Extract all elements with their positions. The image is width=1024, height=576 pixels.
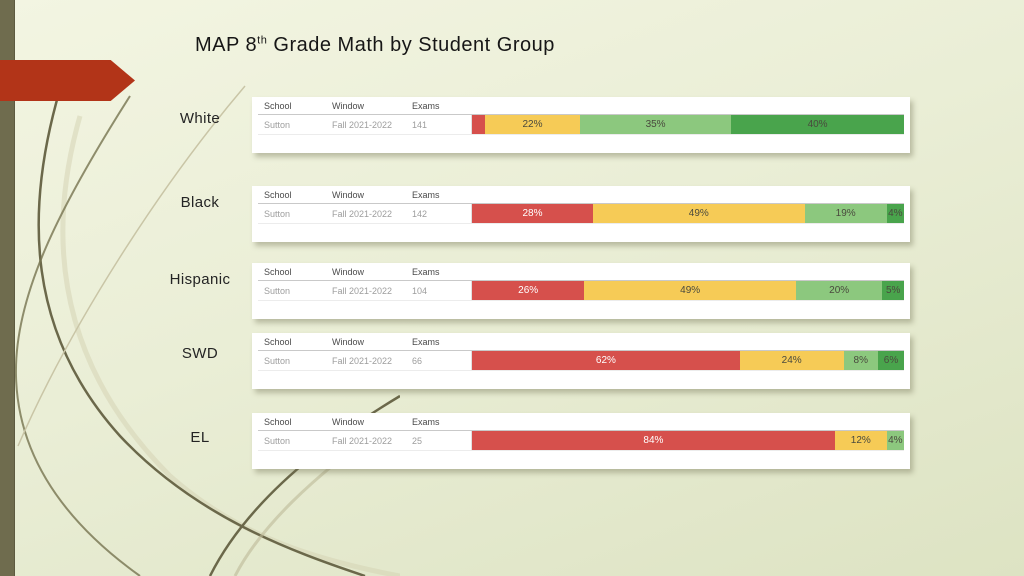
header-window: Window <box>332 336 365 347</box>
header-window: Window <box>332 266 365 277</box>
bar-segment-label: 8% <box>853 355 868 366</box>
bar-segment-label: 49% <box>688 208 709 219</box>
bar-segment-label: 4% <box>888 208 903 219</box>
bar-segment-label: 28% <box>522 208 543 219</box>
group-panel: School Window Exams Sutton Fall 2021-202… <box>252 97 910 153</box>
left-accent-bar <box>0 0 15 576</box>
bar-segment-label: 49% <box>680 285 701 296</box>
bar-segment-label: 84% <box>643 435 664 446</box>
bar-segment-dark_green: 6% <box>878 351 904 370</box>
cell-window: Fall 2021-2022 <box>332 285 393 296</box>
header-school: School <box>264 336 292 347</box>
bar-segment-yellow: 12% <box>834 431 887 450</box>
cell-school: Sutton <box>264 119 291 130</box>
bar-segment-label: 5% <box>885 285 901 296</box>
group-panel: School Window Exams Sutton Fall 2021-202… <box>252 413 910 469</box>
stacked-bar: 84% 12% 4% <box>471 431 904 450</box>
header-window: Window <box>332 416 365 427</box>
stacked-bar: 28% 49% 19% 4% <box>471 204 904 223</box>
bar-segment-red: 28% <box>472 204 593 223</box>
table-row: Sutton Fall 2021-2022 141 22% 35% 40% <box>258 115 904 135</box>
cell-window: Fall 2021-2022 <box>332 435 393 446</box>
header-school: School <box>264 189 292 200</box>
bar-segment-label: 6% <box>883 355 899 366</box>
bar-segment-label: 12% <box>850 435 871 446</box>
group-panel: School Window Exams Sutton Fall 2021-202… <box>252 186 910 242</box>
red-arrow-banner <box>0 60 135 101</box>
header-exams: Exams <box>412 416 440 427</box>
cell-school: Sutton <box>264 355 291 366</box>
bar-segment-yellow: 22% <box>484 115 580 134</box>
table-row: Sutton Fall 2021-2022 66 62% 24% 8% 6% <box>258 351 904 371</box>
bar-segment-light_green: 19% <box>804 204 887 223</box>
bar-segment-red: 62% <box>472 351 740 370</box>
group-label: White <box>179 110 221 127</box>
group-panel: School Window Exams Sutton Fall 2021-202… <box>252 333 910 389</box>
header-window: Window <box>332 189 365 200</box>
table-header-row: School Window Exams <box>258 413 904 431</box>
bar-segment-label: 26% <box>518 285 539 296</box>
group-panel: School Window Exams Sutton Fall 2021-202… <box>252 263 910 319</box>
header-window: Window <box>332 100 365 111</box>
group-label: Black <box>180 194 220 211</box>
cell-window: Fall 2021-2022 <box>332 119 393 130</box>
bar-segment-label: 4% <box>888 435 903 446</box>
bar-segment-label: 35% <box>645 119 666 130</box>
bar-segment-label: 24% <box>781 355 802 366</box>
cell-school: Sutton <box>264 285 291 296</box>
header-school: School <box>264 266 292 277</box>
table-header-row: School Window Exams <box>258 186 904 204</box>
bar-segment-label: 22% <box>522 119 543 130</box>
bar-segment-light_green: 8% <box>843 351 879 370</box>
bar-segment-yellow: 49% <box>592 204 805 223</box>
header-school: School <box>264 100 292 111</box>
stacked-bar: 62% 24% 8% 6% <box>471 351 904 370</box>
stacked-bar: 22% 35% 40% <box>471 115 904 134</box>
title-text: Grade Math by Student Group <box>267 34 555 56</box>
bar-segment-dark_green: 4% <box>886 204 904 223</box>
cell-exams: 141 <box>412 119 428 130</box>
table-row: Sutton Fall 2021-2022 25 84% 12% 4% <box>258 431 904 451</box>
cell-school: Sutton <box>264 435 291 446</box>
bar-segment-label: 19% <box>835 208 856 219</box>
table-row: Sutton Fall 2021-2022 142 28% 49% 19% 4% <box>258 204 904 224</box>
header-exams: Exams <box>412 189 440 200</box>
bar-segment-light_green: 20% <box>795 281 883 300</box>
title-superscript: th <box>257 34 268 47</box>
cell-school: Sutton <box>264 208 291 219</box>
bar-segment-label: 20% <box>829 285 850 296</box>
cell-exams: 104 <box>412 285 428 296</box>
header-exams: Exams <box>412 266 440 277</box>
table-header-row: School Window Exams <box>258 263 904 281</box>
header-exams: Exams <box>412 100 440 111</box>
bar-segment-red: 26% <box>472 281 585 300</box>
table-header-row: School Window Exams <box>258 97 904 115</box>
bar-segment-label: 40% <box>807 119 828 130</box>
cell-exams: 66 <box>412 355 423 366</box>
stacked-bar: 26% 49% 20% 5% <box>471 281 904 300</box>
bar-segment-dark_green: 5% <box>882 281 904 300</box>
bar-segment-light_green: 35% <box>579 115 732 134</box>
header-exams: Exams <box>412 336 440 347</box>
group-label: Hispanic <box>169 271 231 288</box>
bar-segment-yellow: 49% <box>584 281 796 300</box>
bar-segment-dark_green: 40% <box>731 115 904 134</box>
bar-segment-light_green: 4% <box>886 431 904 450</box>
group-label: SWD <box>181 345 219 362</box>
cell-exams: 25 <box>412 435 423 446</box>
table-header-row: School Window Exams <box>258 333 904 351</box>
cell-exams: 142 <box>412 208 428 219</box>
cell-window: Fall 2021-2022 <box>332 355 393 366</box>
bar-segment-label: 62% <box>595 355 616 366</box>
page-title: MAP 8th Grade Math by Student Group <box>195 34 555 57</box>
bar-segment-yellow: 24% <box>739 351 844 370</box>
bar-segment-red: 84% <box>472 431 835 450</box>
group-label: EL <box>190 429 210 446</box>
table-row: Sutton Fall 2021-2022 104 26% 49% 20% 5% <box>258 281 904 301</box>
title-text: MAP 8 <box>195 34 258 56</box>
header-school: School <box>264 416 292 427</box>
bar-segment-red <box>472 115 485 134</box>
cell-window: Fall 2021-2022 <box>332 208 393 219</box>
